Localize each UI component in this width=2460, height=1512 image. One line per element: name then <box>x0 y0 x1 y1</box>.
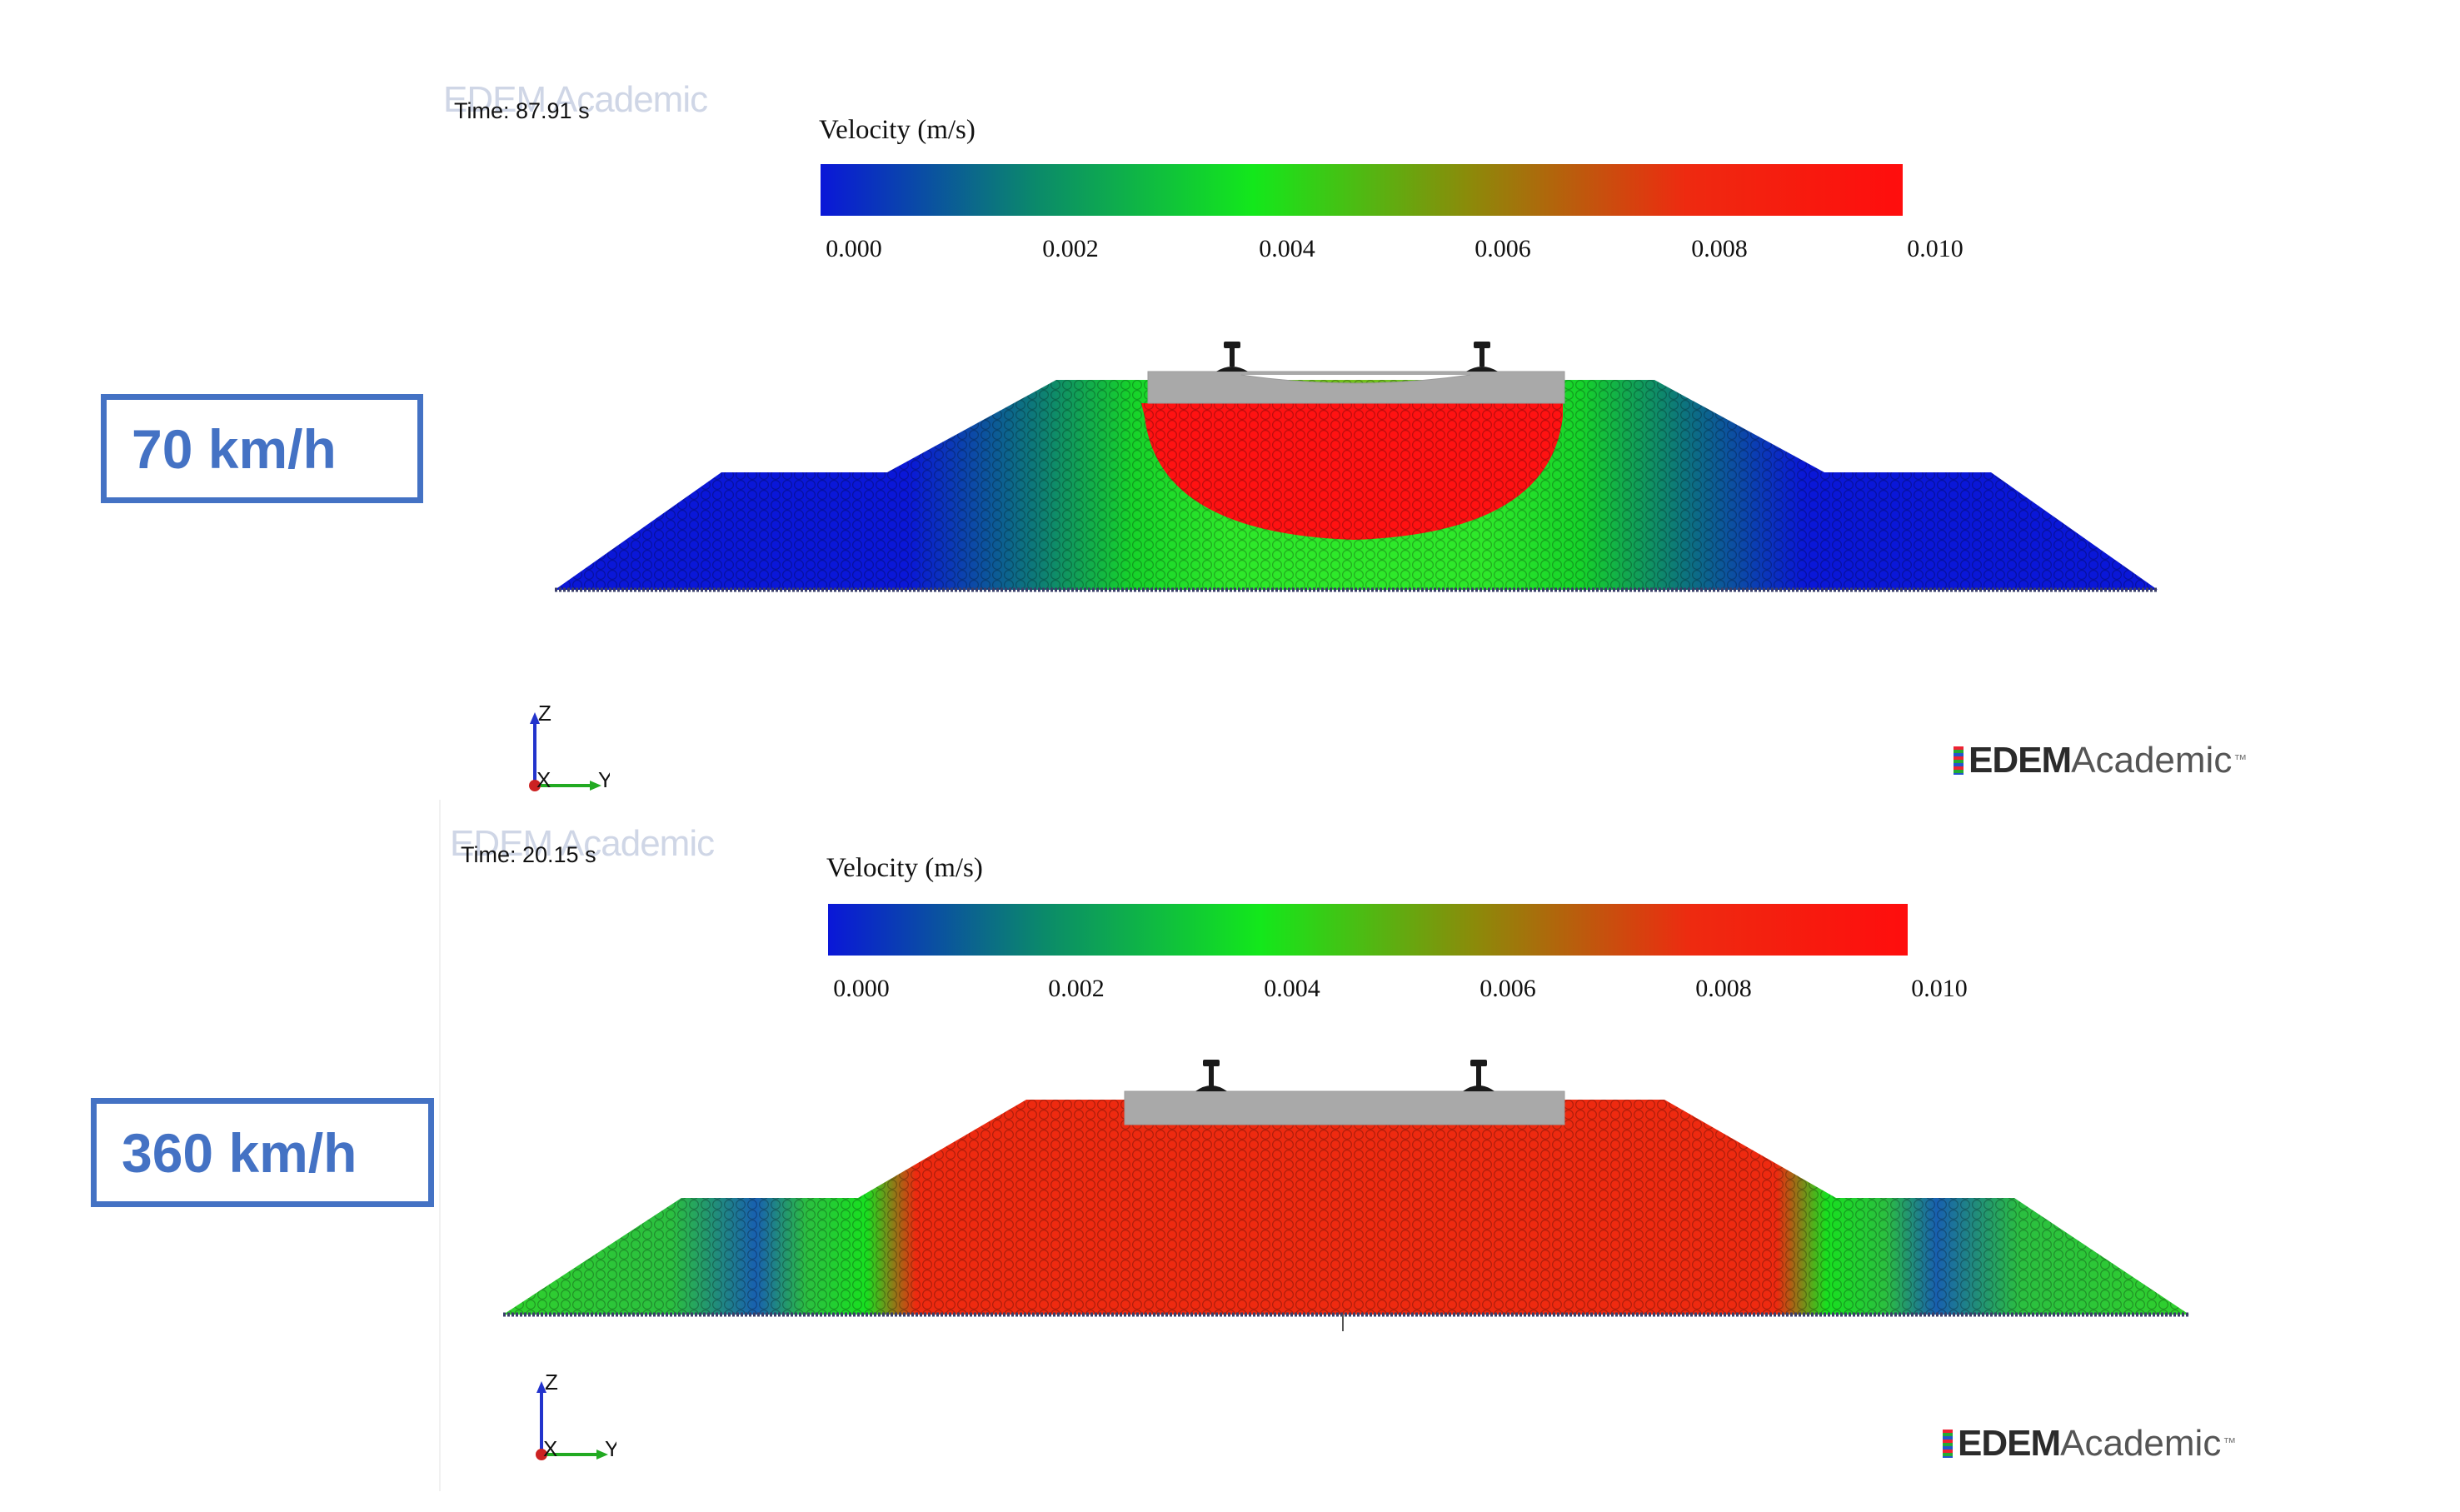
colorbar-tick: 0.010 <box>1911 975 1968 1002</box>
rail-right <box>1466 342 1498 372</box>
embankment-velocity-field <box>555 342 2158 592</box>
sleeper <box>1147 371 1565 404</box>
colorbar-tick: 0.002 <box>1042 235 1099 262</box>
axis-z-label: Z <box>545 1373 558 1395</box>
rail-left <box>1195 1060 1227 1091</box>
time-readout: Time: 87.91 s <box>454 98 590 123</box>
sleeper <box>1124 1090 1565 1125</box>
axis-z-label: Z <box>538 704 551 726</box>
axis-triad: Z X Y <box>529 704 610 792</box>
panel-70kmh: 70 km/h EDEM Academic Time: 87.91 s Velo… <box>101 79 2247 792</box>
colorbar-tick: 0.004 <box>1259 235 1315 262</box>
colorbar-tick: 0.010 <box>1907 235 1964 262</box>
speed-label-box: 360 km/h <box>91 1098 434 1207</box>
colorbar-tick: 0.006 <box>1475 235 1531 262</box>
edem-logo: EDEM Academic ™ <box>1943 1423 2236 1465</box>
ghost-watermark: EDEM Academic <box>450 823 715 864</box>
speed-label: 70 km/h <box>132 417 337 480</box>
frame-divider <box>439 800 441 1491</box>
axis-y-label: Y <box>605 1436 616 1461</box>
colorbar-tick: 0.004 <box>1264 975 1320 1002</box>
colorbar-tick: 0.008 <box>1691 235 1748 262</box>
axis-y-label: Y <box>598 767 610 792</box>
colorbar-tick: 0.000 <box>826 235 882 262</box>
axis-x-label: X <box>543 1436 557 1461</box>
colorbar-tick: 0.000 <box>833 975 890 1002</box>
speed-label: 360 km/h <box>122 1121 357 1184</box>
panel-360kmh: 360 km/h EDEM Academic Time: 20.15 s Vel… <box>0 740 2460 1496</box>
edem-logo-mark-icon <box>1943 1430 1953 1458</box>
rail-right <box>1463 1060 1494 1091</box>
edem-logo: EDEM Academic ™ <box>1954 740 2247 781</box>
colorbar <box>821 164 1903 216</box>
colorbar-tick: 0.008 <box>1695 975 1752 1002</box>
colorbar-title: Velocity (m/s) <box>819 115 976 145</box>
axis-triad: Z X Y <box>536 1373 616 1461</box>
axis-x-label: X <box>536 767 551 792</box>
colorbar-tick: 0.006 <box>1479 975 1536 1002</box>
colorbar-title: Velocity (m/s) <box>826 853 983 883</box>
colorbar <box>828 904 1908 956</box>
ghost-watermark: EDEM Academic <box>443 79 708 120</box>
embankment-velocity-field <box>503 1060 2189 1331</box>
edem-logo-mark-icon <box>1954 746 1964 775</box>
colorbar-tick: 0.002 <box>1048 975 1105 1002</box>
rail-left <box>1216 342 1248 372</box>
time-readout: Time: 20.15 s <box>461 842 596 867</box>
speed-label-box: 70 km/h <box>101 394 423 503</box>
